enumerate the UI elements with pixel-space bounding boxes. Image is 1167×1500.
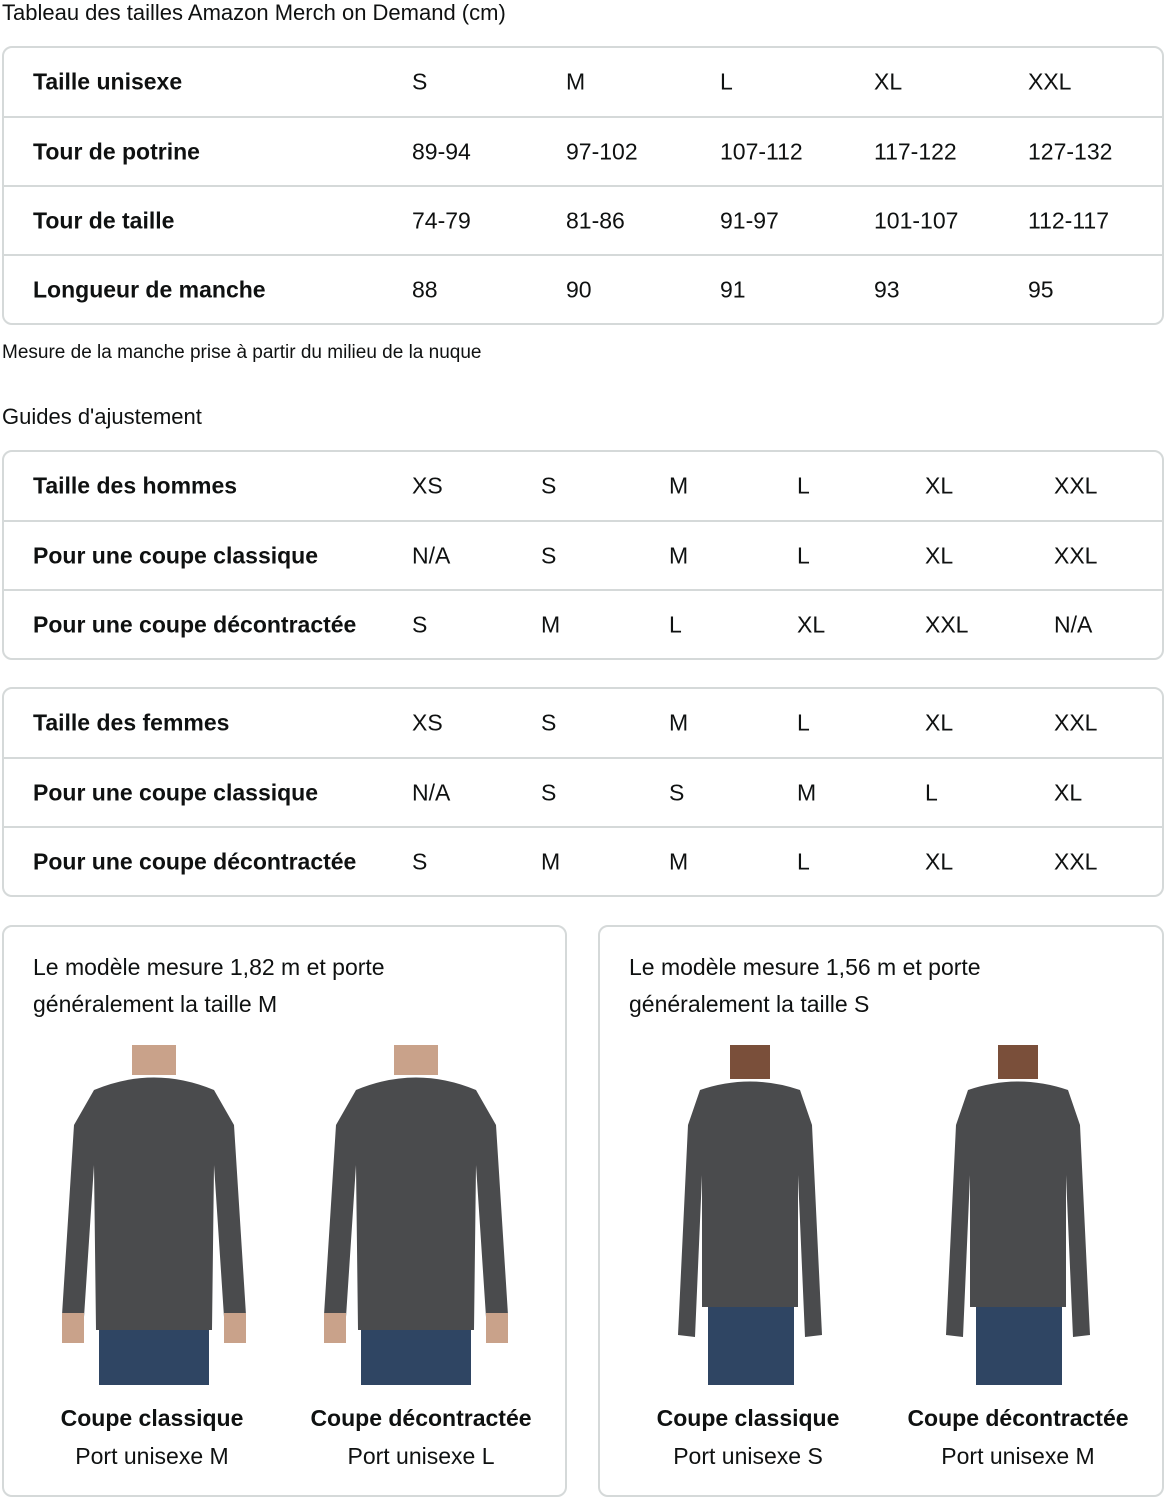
table-cell: S bbox=[541, 709, 557, 736]
row-label: Pour une coupe décontractée bbox=[33, 848, 357, 874]
sleeve-note: Mesure de la manche prise à partir du mi… bbox=[2, 342, 482, 363]
women-fit-table: Taille des femmes XS S M L XL XXL Pour une coup… bbox=[2, 687, 1164, 897]
table-cell: 107-112 bbox=[720, 138, 803, 164]
table-cell: 93 bbox=[874, 276, 900, 302]
table-cell: M bbox=[669, 848, 689, 874]
row-label: Pour une coupe décontractée bbox=[33, 611, 357, 637]
table-cell: XL bbox=[1054, 779, 1083, 805]
table-cell: 127-132 bbox=[1028, 138, 1113, 164]
table-cell: S bbox=[412, 611, 428, 637]
table-cell: XL bbox=[797, 611, 826, 637]
table-cell: 91 bbox=[720, 276, 746, 302]
table-cell: XL bbox=[925, 709, 954, 736]
table-cell: XL bbox=[874, 68, 903, 95]
table-cell: L bbox=[669, 611, 682, 637]
table-cell: XS bbox=[412, 709, 443, 736]
table-row: Pour une coupe décontractée S M M L XL XXL bbox=[4, 826, 1162, 895]
table-cell: XXL bbox=[1054, 848, 1098, 874]
row-label: Tour de taille bbox=[33, 207, 175, 233]
table-cell: 91-97 bbox=[720, 207, 779, 233]
table-cell: S bbox=[541, 779, 557, 805]
fit-guide-title: Guides d'ajustement bbox=[2, 404, 202, 429]
table-cell: M bbox=[669, 542, 689, 568]
table-cell: S bbox=[412, 848, 428, 874]
table-cell: L bbox=[797, 709, 810, 736]
men-model-card: Le modèle mesure 1,82 m et porte général… bbox=[2, 925, 567, 1497]
table-cell: L bbox=[797, 472, 810, 499]
table-cell: N/A bbox=[412, 779, 451, 805]
table-row: Taille des femmes XS S M L XL XXL bbox=[4, 689, 1162, 757]
table-cell: M bbox=[541, 611, 561, 637]
table-cell: L bbox=[797, 848, 810, 874]
model-photo-classic bbox=[62, 1045, 246, 1385]
model-photo-relaxed bbox=[946, 1045, 1090, 1385]
table-cell: S bbox=[541, 542, 557, 568]
table-cell: M bbox=[541, 848, 561, 874]
table-cell: 95 bbox=[1028, 276, 1054, 302]
fit-size: Port unisexe M bbox=[75, 1443, 229, 1469]
table-row: Tour de potrine 89-94 97-102 107-112 117-122… bbox=[4, 116, 1162, 185]
table-cell: L bbox=[797, 542, 810, 568]
row-label: Pour une coupe classique bbox=[33, 542, 319, 568]
model-description: Le modèle mesure 1,82 m et porte général… bbox=[33, 954, 385, 1017]
table-row: Taille des hommes XS S M L XL XXL bbox=[4, 452, 1162, 520]
table-cell: M bbox=[797, 779, 817, 805]
table-cell: XL bbox=[925, 848, 954, 874]
table-cell: M bbox=[669, 709, 689, 736]
table-cell: 112-117 bbox=[1028, 207, 1109, 233]
table-cell: XXL bbox=[1054, 542, 1098, 568]
table-cell: M bbox=[566, 68, 586, 95]
model-description: Le modèle mesure 1,56 m et porte général… bbox=[629, 954, 981, 1017]
table-cell: 89-94 bbox=[412, 138, 471, 164]
table-cell: S bbox=[412, 68, 428, 95]
table-cell: XXL bbox=[1054, 472, 1098, 499]
fit-name: Coupe décontractée bbox=[310, 1405, 532, 1431]
table-row: Taille unisexe S M L XL XXL bbox=[4, 48, 1162, 116]
row-label: Taille des femmes bbox=[33, 709, 230, 736]
table-cell: L bbox=[925, 779, 938, 805]
table-cell: 74-79 bbox=[412, 207, 471, 233]
fit-size: Port unisexe S bbox=[673, 1443, 823, 1469]
table-row: Pour une coupe classique N/A S M L XL XXL bbox=[4, 520, 1162, 589]
table-cell: 81-86 bbox=[566, 207, 625, 233]
fit-name: Coupe décontractée bbox=[907, 1405, 1129, 1431]
row-label: Pour une coupe classique bbox=[33, 779, 319, 805]
row-label: Tour de potrine bbox=[33, 138, 200, 164]
fit-name: Coupe classique bbox=[656, 1405, 840, 1431]
women-model-card: Le modèle mesure 1,56 m et porte général… bbox=[598, 925, 1164, 1497]
fit-size: Port unisexe M bbox=[941, 1443, 1095, 1469]
table-cell: S bbox=[541, 472, 557, 499]
table-cell: 97-102 bbox=[566, 138, 638, 164]
chart-title: Tableau des tailles Amazon Merch on Dema… bbox=[2, 0, 506, 25]
table-cell: S bbox=[669, 779, 685, 805]
table-row: Longueur de manche 88 90 91 93 95 bbox=[4, 254, 1162, 323]
table-cell: XL bbox=[925, 542, 954, 568]
table-cell: L bbox=[720, 68, 733, 95]
table-cell: XXL bbox=[925, 611, 969, 637]
table-cell: XXL bbox=[1054, 709, 1098, 736]
table-cell: 90 bbox=[566, 276, 592, 302]
row-label: Taille unisexe bbox=[33, 68, 183, 95]
table-cell: XXL bbox=[1028, 68, 1072, 95]
fit-size: Port unisexe L bbox=[347, 1443, 495, 1469]
table-cell: 117-122 bbox=[874, 138, 957, 164]
table-row: Tour de taille 74-79 81-86 91-97 101-107 112-… bbox=[4, 185, 1162, 254]
fit-name: Coupe classique bbox=[60, 1405, 244, 1431]
table-cell: 101-107 bbox=[874, 207, 959, 233]
model-photo-classic bbox=[678, 1045, 822, 1385]
table-row: Pour une coupe décontractée S M L XL XXL N/A bbox=[4, 589, 1162, 658]
table-cell: N/A bbox=[1054, 611, 1093, 637]
row-label: Taille des hommes bbox=[33, 472, 238, 499]
men-fit-table: Taille des hommes XS S M L XL XXL Pour une coup… bbox=[2, 450, 1164, 660]
model-photo-relaxed bbox=[324, 1045, 508, 1385]
table-row: Pour une coupe classique N/A S S M L XL bbox=[4, 757, 1162, 826]
row-label: Longueur de manche bbox=[33, 276, 266, 302]
table-cell: XL bbox=[925, 472, 954, 499]
table-cell: N/A bbox=[412, 542, 451, 568]
table-cell: M bbox=[669, 472, 689, 499]
table-cell: XS bbox=[412, 472, 443, 499]
table-cell: 88 bbox=[412, 276, 438, 302]
size-table: Taille unisexe S M L XL XXL Tour de potrine 89-… bbox=[2, 46, 1164, 325]
